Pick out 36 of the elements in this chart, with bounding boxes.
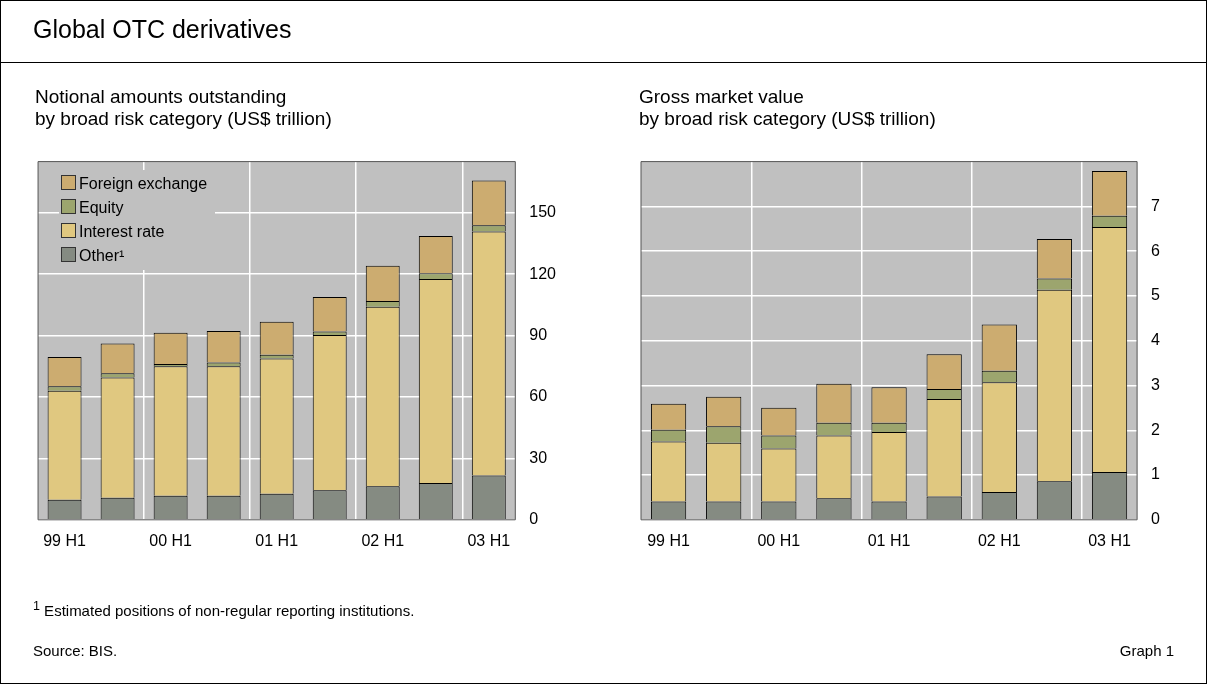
- legend-label: Foreign exchange: [79, 175, 208, 192]
- legend-label: Interest rate: [79, 223, 165, 240]
- caption: Graph 1: [1119, 642, 1174, 659]
- text: $^{1}$ Estimated positions of non-regular reporting institutions.: [33, 599, 415, 619]
- source-note: Source: BIS.: [33, 642, 118, 659]
- x-tick-label: 03 H1: [1088, 531, 1131, 549]
- y-tick-label: 2: [1151, 420, 1161, 438]
- x-tick-label: 03 H1: [467, 531, 511, 549]
- y-tick-label: 3: [1151, 375, 1161, 393]
- legend-label: Other¹: [79, 247, 125, 264]
- y-tick-label: 7: [1151, 196, 1161, 214]
- x-tick-label: 00 H1: [757, 531, 801, 549]
- x-tick-label: 02 H1: [977, 531, 1021, 549]
- x-tick-label: 99 H1: [43, 531, 87, 549]
- legend-label: Equity: [79, 199, 124, 216]
- x-tick-label: 00 H1: [149, 531, 193, 549]
- y-tick-label: 1: [1151, 465, 1161, 483]
- y-tick-label: 0: [529, 510, 539, 528]
- y-tick-label: 0: [1151, 510, 1161, 528]
- x-tick-label: 99 H1: [647, 531, 691, 549]
- chart-subtitle: by broad risk category (US$ trillion): [35, 108, 332, 129]
- chart-title: Notional amounts outstanding: [35, 86, 287, 107]
- y-tick-label: 60: [529, 387, 548, 405]
- y-tick-label: 5: [1151, 286, 1161, 304]
- y-tick-label: 150: [529, 203, 557, 221]
- x-tick-label: 01 H1: [255, 531, 299, 549]
- y-tick-label: 30: [529, 448, 548, 466]
- y-tick-label: 4: [1151, 331, 1161, 349]
- chart-subtitle: by broad risk category (US$ trillion): [639, 108, 936, 129]
- x-tick-label: 01 H1: [867, 531, 911, 549]
- text: Global OTC derivatives: [33, 15, 292, 44]
- y-tick-label: 90: [529, 325, 548, 343]
- y-tick-label: 6: [1151, 241, 1161, 259]
- y-tick-label: 120: [529, 264, 557, 282]
- x-tick-label: 02 H1: [361, 531, 405, 549]
- chart-title: Gross market value: [639, 86, 804, 107]
